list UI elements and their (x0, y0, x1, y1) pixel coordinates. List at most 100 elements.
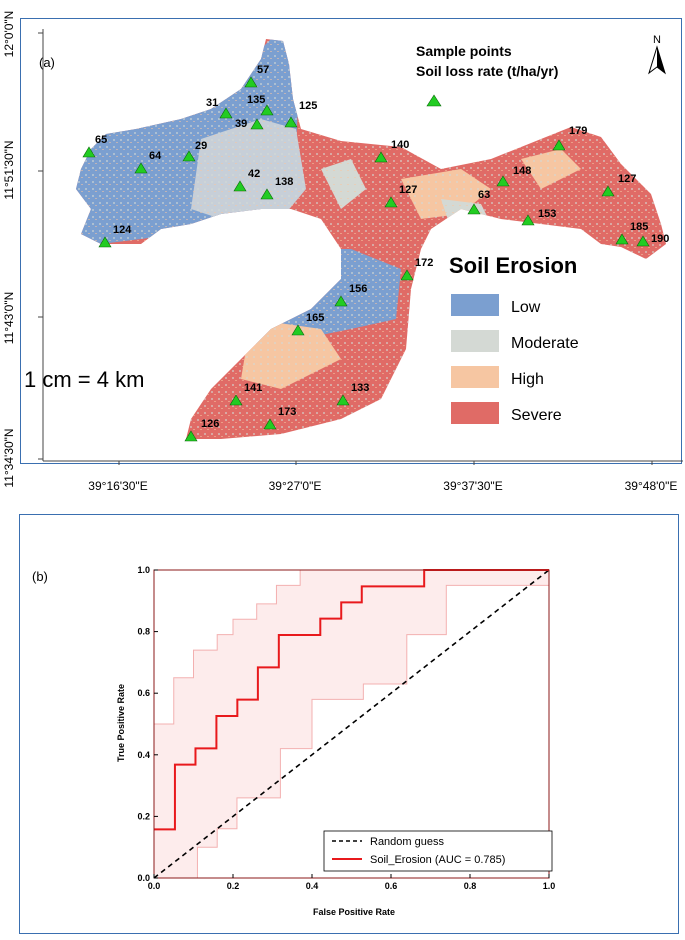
sample-point-marker (182, 150, 196, 162)
sample-point-label: 153 (538, 208, 556, 220)
y-tick-label: 0.4 (137, 750, 150, 760)
sample-point-marker (229, 394, 243, 406)
roc-chart-svg: (b) 0.0 0.2 0.4 0.6 0.8 1.0 0.0 0.2 0.4 0.6 0.8 1.0… (32, 565, 555, 917)
sample-point-marker (336, 394, 350, 406)
sample-point-marker (284, 116, 298, 128)
sample-point-label: 138 (275, 176, 293, 188)
sample-point-label: 190 (651, 233, 669, 245)
sample-point-marker (552, 139, 566, 151)
sample-point-marker (219, 107, 233, 119)
sample-point-label: 65 (95, 134, 107, 146)
y-tick-label-2: 11°51'30"N (2, 140, 16, 199)
legend-swatch-severe (451, 402, 499, 424)
x-tick-label: 1.0 (543, 881, 556, 891)
sample-point-marker (244, 76, 258, 88)
legend-label-random: Random guess (370, 836, 444, 848)
y-tick-label-4: 11°34'30"N (2, 428, 16, 487)
legend-swatch-low (451, 294, 499, 316)
roc-legend: Random guess Soil_Erosion (AUC = 0.785) (323, 830, 553, 872)
north-arrow-icon: N (648, 34, 666, 75)
y-tick-label: 0.2 (137, 811, 150, 821)
sample-point-label: 63 (478, 189, 490, 201)
y-tick-label: 0.6 (137, 688, 150, 698)
x-axis-label: False Positive Rate (313, 907, 395, 917)
sample-point-label: 141 (244, 382, 262, 394)
legend-label-moderate: Moderate (511, 335, 579, 352)
sample-point-marker (134, 162, 148, 174)
sample-point-label: 133 (351, 382, 369, 394)
sample-points-title: Sample points (416, 43, 512, 59)
sample-point-marker (384, 196, 398, 208)
sample-point-marker (82, 146, 96, 158)
sample-point-label: 125 (299, 100, 317, 112)
x-tick-label-4: 39°48'0"E (625, 479, 678, 493)
sample-point-marker (601, 185, 615, 197)
sample-point-label: 140 (391, 139, 409, 151)
svg-text:N: N (653, 34, 661, 46)
legend-label-high: High (511, 371, 544, 388)
sample-point-marker (467, 203, 481, 215)
y-tick-label: 0.8 (137, 627, 150, 637)
roc-band-lower (154, 584, 549, 879)
sample-point-label: 57 (257, 64, 269, 76)
panel-b-label: (b) (32, 569, 48, 584)
map-panel: (a) (20, 18, 683, 466)
sample-point-label: 185 (630, 221, 648, 233)
map-svg: (a) (24, 29, 683, 466)
sample-point-label: 64 (149, 150, 162, 162)
sample-point-label: 31 (206, 97, 218, 109)
sample-point-marker (98, 236, 112, 248)
roc-confidence-band (154, 569, 549, 879)
soil-erosion-roc-line (154, 569, 549, 831)
sample-point-marker (615, 233, 629, 245)
roc-lines (153, 569, 550, 879)
sample-point-marker (374, 151, 388, 163)
sample-point-label: 173 (278, 406, 296, 418)
sample-point-label: 148 (513, 165, 531, 177)
sample-point-marker (291, 324, 305, 336)
y-axis-label: True Positive Rate (116, 684, 126, 762)
sample-point-label: 127 (399, 184, 417, 196)
sample-point-marker (334, 295, 348, 307)
sample-point-marker (233, 180, 247, 192)
legend-title: Soil Erosion (449, 253, 577, 278)
legend-swatch-moderate (451, 330, 499, 352)
legend-swatch-high (451, 366, 499, 388)
legend-label-low: Low (511, 299, 541, 316)
map-x-ticks (118, 461, 653, 466)
roc-band-area (154, 570, 549, 878)
x-tick-label: 0.0 (148, 881, 161, 891)
y-tick-label-3: 11°43'0"N (2, 292, 16, 345)
legend-marker-triangle (426, 94, 442, 107)
roc-axes: 0.0 0.2 0.4 0.6 0.8 1.0 0.0 0.2 0.4 0.6 0.8 1.0 (137, 565, 555, 891)
x-tick-label-1: 39°16'30"E (88, 479, 147, 493)
x-tick-label-3: 39°37'30"E (443, 479, 502, 493)
sample-point-label: 127 (618, 173, 636, 185)
sample-point-marker (636, 235, 650, 247)
sample-point-label: 29 (195, 140, 207, 152)
x-tick-label: 0.6 (385, 881, 398, 891)
roc-legend-box (323, 830, 553, 872)
sample-point-label: 135 (247, 94, 265, 106)
sample-point-marker (521, 214, 535, 226)
y-tick-label-1: 12°0'0"N (2, 11, 16, 58)
panel-a-label: (a) (39, 55, 55, 70)
sample-point-marker (496, 175, 510, 187)
soil-loss-title: Soil loss rate (t/ha/yr) (416, 63, 558, 79)
soil-erosion-legend: Soil Erosion Low Moderate High Severe (449, 253, 579, 424)
scale-text: 1 cm = 4 km (24, 367, 144, 392)
sample-point-label: 156 (349, 283, 367, 295)
sample-point-label: 42 (248, 168, 260, 180)
map-y-ticks (38, 32, 43, 460)
sample-point-label: 124 (113, 224, 132, 236)
sample-point-marker (184, 430, 198, 442)
sample-point-label: 165 (306, 312, 324, 324)
legend-label-severe: Severe (511, 407, 562, 424)
plot-frame (153, 569, 550, 879)
sample-point-label: 172 (415, 257, 433, 269)
sample-point-marker (263, 418, 277, 430)
roc-panel: (b) 0.0 0.2 0.4 0.6 0.8 1.0 0.0 0.2 0.4 0.6 0.8 1.0… (19, 514, 679, 934)
x-tick-label: 0.2 (227, 881, 240, 891)
sample-points: 57 31 135 125 39 65 29 64 42 138 140 127 63 148 179 153… (82, 64, 669, 442)
sample-point-marker (400, 269, 414, 281)
